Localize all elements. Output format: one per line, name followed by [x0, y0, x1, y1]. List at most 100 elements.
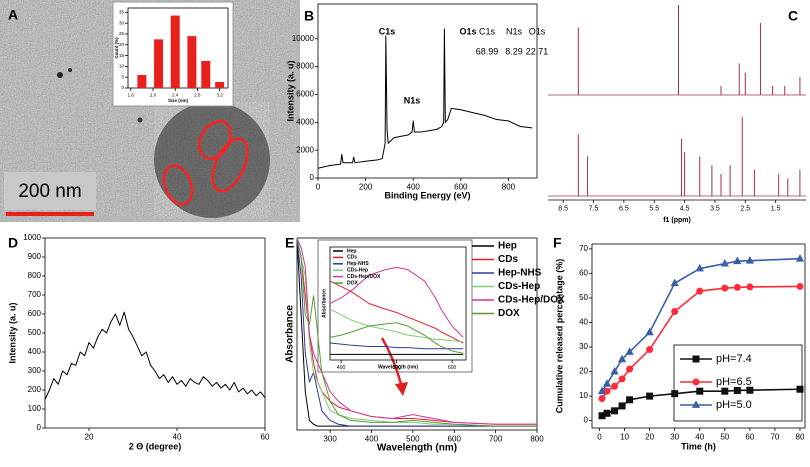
- y-tick-label: 4000: [296, 117, 314, 126]
- y-tick-label: 200: [28, 385, 42, 394]
- plot-frame: [296, 237, 538, 431]
- marker: [602, 379, 612, 387]
- series-line: [329, 342, 464, 350]
- legend-label: CDs-Hep/DOX: [498, 295, 565, 306]
- x-tick-label: 400: [337, 365, 346, 371]
- marker: [745, 256, 755, 264]
- peak-label: O1s: [459, 26, 476, 36]
- plot-frame: [44, 237, 266, 429]
- nanoparticle-texture: [154, 102, 270, 218]
- marker: [692, 378, 700, 386]
- x-tick-label: 80: [796, 433, 805, 442]
- x-tick-label: 3.5: [710, 206, 720, 213]
- element-label: N1s: [506, 26, 523, 36]
- marker: [796, 385, 804, 393]
- marker: [746, 386, 754, 394]
- x-tick-label: 800: [530, 435, 544, 444]
- legend-label: CDs: [347, 255, 357, 261]
- x-axis-label: Time (h): [681, 441, 716, 451]
- y-axis-label: Intensity (a. u): [285, 60, 295, 121]
- series-line: [296, 237, 537, 427]
- x-tick-label: 200: [359, 183, 373, 192]
- legend-label: CDs-Hep/DOX: [347, 274, 381, 280]
- scale-label: 200 nm: [18, 181, 81, 202]
- panel-label: B: [304, 8, 314, 24]
- lattice-ring: [162, 164, 194, 206]
- y-tick-label: 70: [579, 244, 588, 253]
- x-axis-label: 2 Θ (degree): [129, 441, 182, 451]
- legend-label: CDs-Hep: [347, 268, 368, 274]
- x-tick-label: 600: [448, 365, 457, 371]
- peak-label: C1s: [379, 26, 396, 36]
- x-tick-label: 1.5: [771, 206, 781, 213]
- bar: [170, 15, 180, 89]
- marker: [696, 287, 704, 295]
- x-tick-label: 2.5: [740, 206, 750, 213]
- plot-frame: [317, 3, 538, 179]
- lattice-ring: [211, 137, 249, 193]
- marker: [611, 407, 619, 415]
- y-tick-label: 0: [121, 85, 124, 90]
- y-tick-label: 6000: [296, 90, 314, 99]
- x-tick-label: 400: [407, 183, 421, 192]
- y-tick-label: 10000: [292, 34, 315, 43]
- x-tick-label: 8.5: [558, 206, 568, 213]
- marker: [671, 390, 679, 398]
- y-tick-label: 600: [28, 309, 42, 318]
- marker: [626, 365, 634, 373]
- panel-label: F: [553, 235, 562, 251]
- x-tick-label: 500: [406, 435, 420, 444]
- marker: [671, 307, 679, 315]
- marker: [646, 345, 654, 353]
- peak-label: N1s: [404, 95, 421, 105]
- legend-label: CDs-Hep: [498, 281, 540, 292]
- element-label: C1s: [479, 26, 496, 36]
- marker: [733, 283, 741, 291]
- x-tick-label: 600: [454, 183, 468, 192]
- inset-background: [317, 239, 473, 373]
- marker: [610, 366, 619, 375]
- marker: [646, 392, 654, 400]
- y-tick-label: 800: [28, 271, 42, 280]
- series-line: [317, 28, 533, 169]
- y-tick-label: 400: [28, 347, 42, 356]
- marker: [611, 382, 619, 390]
- scale-box: [4, 172, 96, 210]
- x-tick-label: 6.5: [619, 206, 629, 213]
- element-label: O1s: [529, 26, 546, 36]
- marker: [721, 387, 729, 395]
- arrow-head: [395, 382, 408, 396]
- x-axis-label: Wavelength (nm): [377, 443, 457, 454]
- x-tick-label: 7.5: [589, 206, 599, 213]
- x-tick-label: 3.2: [217, 92, 224, 97]
- y-axis-label: Absorbance: [285, 305, 296, 363]
- y-tick-label: 20: [119, 42, 125, 47]
- x-tick-label: 70: [770, 433, 779, 442]
- x-tick-label: 0: [316, 183, 321, 192]
- y-tick-label: 35: [119, 10, 125, 15]
- x-tick-label: 4.5: [680, 206, 690, 213]
- marker: [695, 263, 704, 272]
- x-tick-label: 20: [85, 433, 94, 442]
- x-axis-label: Wavelength (nm): [378, 364, 418, 370]
- marker: [691, 400, 701, 408]
- scale-bar: [6, 212, 94, 216]
- marker: [597, 386, 607, 395]
- y-tick-label: 30: [579, 342, 588, 351]
- marker: [626, 396, 634, 404]
- x-tick-label: 60: [745, 433, 754, 442]
- marker: [692, 355, 700, 363]
- marker: [796, 282, 804, 290]
- x-tick-label: 500: [392, 365, 401, 371]
- y-tick-label: 50: [579, 293, 588, 302]
- marker: [746, 283, 754, 291]
- y-tick-label: 1000: [23, 233, 41, 242]
- marker: [670, 278, 679, 287]
- legend-label: Hep-NHS: [347, 261, 369, 267]
- lattice-ring: [198, 120, 232, 160]
- y-tick-label: 300: [28, 366, 42, 375]
- marker: [625, 347, 634, 355]
- y-axis-label: Cumulative released percentage (%): [554, 259, 564, 414]
- marker: [645, 327, 654, 336]
- x-tick-label: 0: [597, 433, 602, 442]
